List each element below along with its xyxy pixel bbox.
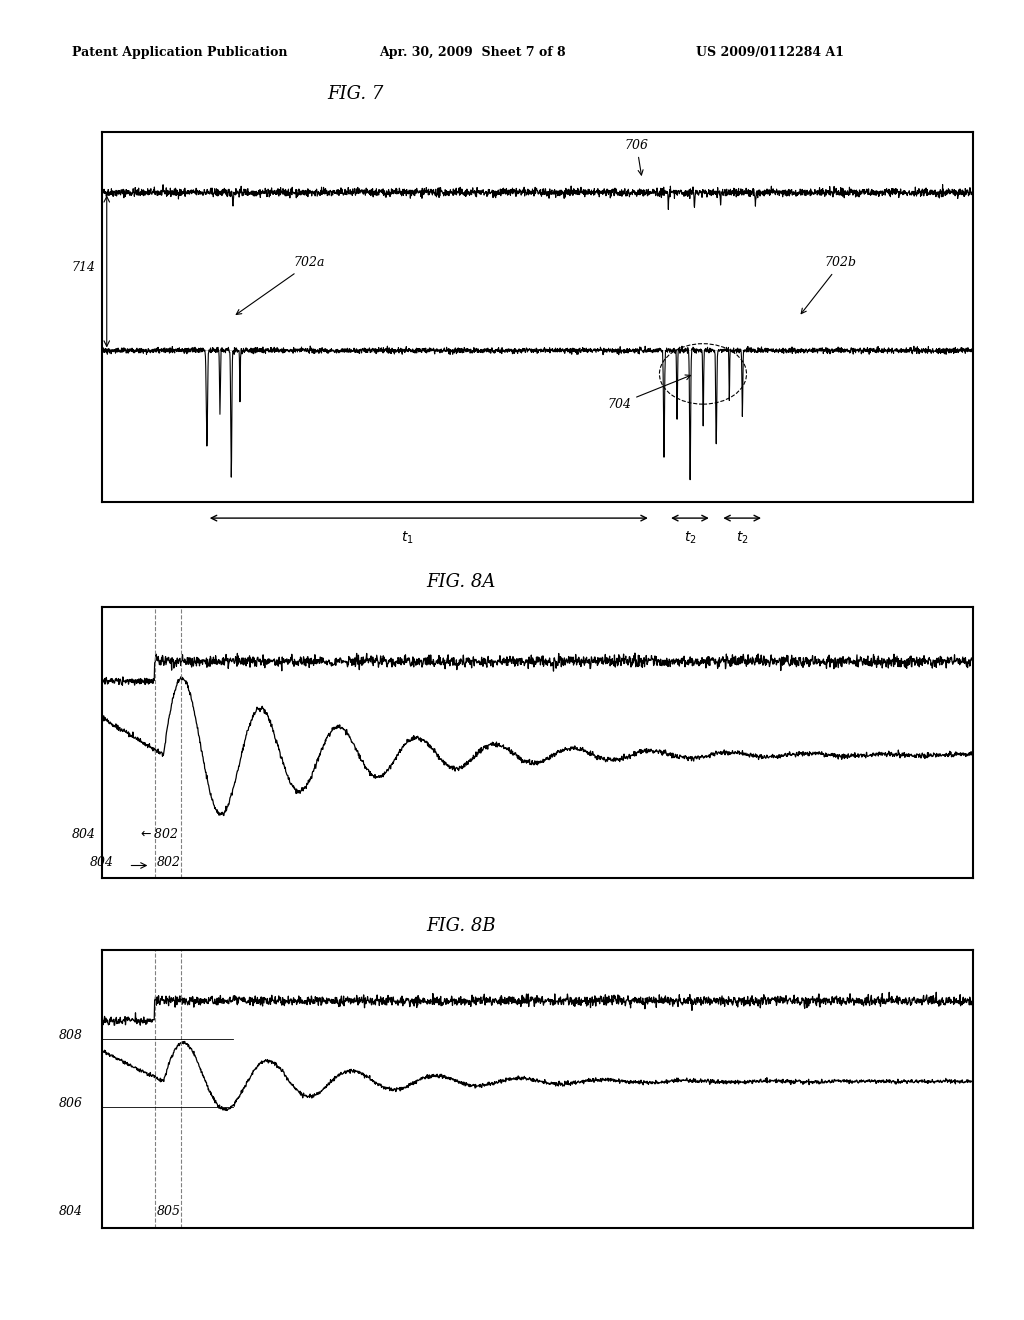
Text: 802: 802 — [157, 855, 180, 869]
Text: FIG. 7: FIG. 7 — [328, 84, 384, 103]
Text: 805: 805 — [157, 1205, 180, 1218]
Text: FIG. 8B: FIG. 8B — [426, 916, 496, 935]
Text: 804: 804 — [59, 1205, 83, 1218]
Text: $t_2$: $t_2$ — [736, 529, 749, 545]
Text: $t_2$: $t_2$ — [684, 529, 696, 545]
Text: 704: 704 — [607, 375, 690, 411]
Text: 806: 806 — [59, 1097, 83, 1110]
Text: 804: 804 — [72, 828, 95, 841]
Text: Patent Application Publication: Patent Application Publication — [72, 46, 287, 59]
Text: US 2009/0112284 A1: US 2009/0112284 A1 — [696, 46, 845, 59]
Text: 714: 714 — [72, 261, 96, 275]
Text: $\leftarrow$802: $\leftarrow$802 — [138, 828, 179, 841]
Text: Apr. 30, 2009  Sheet 7 of 8: Apr. 30, 2009 Sheet 7 of 8 — [379, 46, 565, 59]
Text: 702b: 702b — [801, 256, 857, 314]
Text: 702a: 702a — [237, 256, 326, 314]
Text: 808: 808 — [59, 1028, 83, 1041]
Text: $t_1$: $t_1$ — [400, 529, 414, 545]
Text: 706: 706 — [625, 139, 648, 176]
Text: 804: 804 — [89, 855, 114, 869]
Text: FIG. 8A: FIG. 8A — [426, 573, 496, 591]
